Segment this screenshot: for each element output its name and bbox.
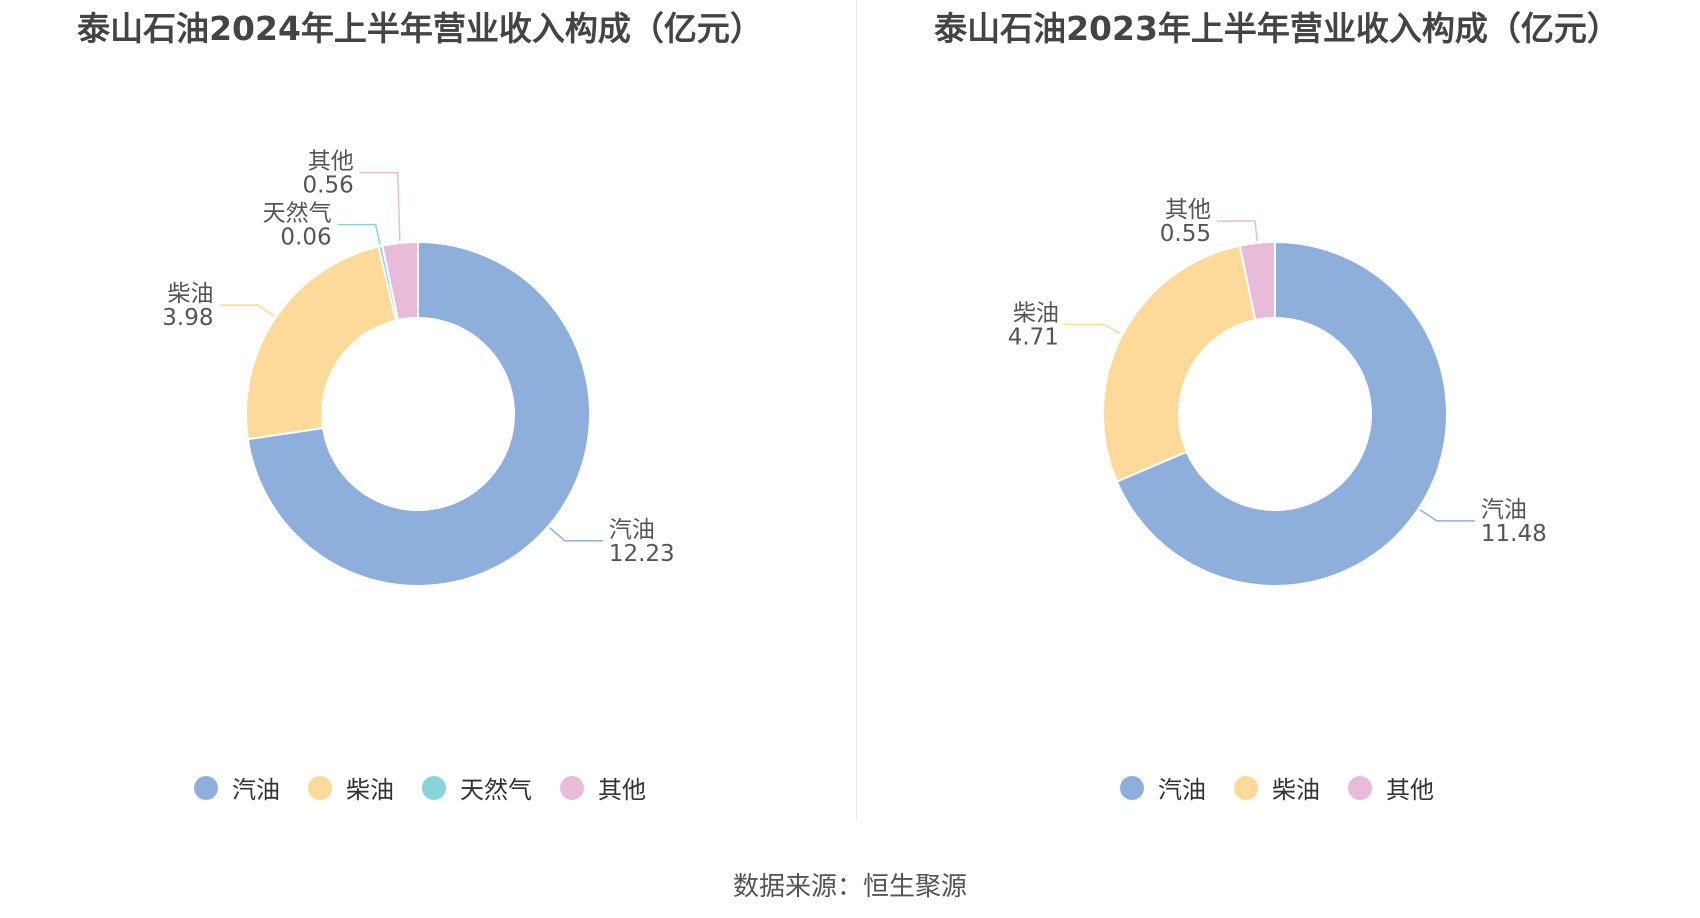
- slice-label-柴油: 柴油: [1013, 300, 1059, 326]
- chart-panel-2023: 泰山石油2023年上半年营业收入构成（亿元） 汽油 11.48 柴油 4.71 其他 0.…: [857, 0, 1700, 820]
- chart-title-2024: 泰山石油2024年上半年营业收入构成（亿元）: [77, 9, 763, 48]
- legend-item-其他[interactable]: 其他: [560, 770, 646, 805]
- slice-value-汽油: 12.23: [609, 541, 675, 567]
- slice-value-其他: 0.55: [1160, 221, 1211, 247]
- legend-label: 天然气: [460, 776, 532, 804]
- leader-line-汽油: [549, 527, 603, 542]
- slice-其他[interactable]: [1238, 240, 1276, 322]
- legend-swatch: [1120, 775, 1144, 800]
- legend-label: 汽油: [232, 776, 280, 804]
- legend-swatch: [1348, 775, 1372, 800]
- leader-line-其他: [359, 171, 401, 241]
- leader-line-天然气: [337, 223, 381, 245]
- leader-line-汽油: [1419, 509, 1475, 522]
- legend-label: 其他: [598, 776, 646, 804]
- leader-line-其他: [1217, 220, 1258, 242]
- slice-柴油[interactable]: [1102, 244, 1257, 483]
- slice-label-汽油: 汽油: [609, 517, 655, 543]
- slice-汽油[interactable]: [1115, 240, 1448, 587]
- slice-label-其他: 其他: [308, 149, 354, 175]
- legend-item-柴油[interactable]: 柴油: [308, 770, 394, 805]
- slice-label-其他: 其他: [1165, 197, 1211, 223]
- legend-swatch: [1234, 775, 1258, 800]
- chart-panel-2024: 泰山石油2024年上半年营业收入构成（亿元） 汽油 12.23 柴油 3.98 天然气 0…: [0, 0, 850, 820]
- leader-line-柴油: [219, 304, 275, 317]
- slice-value-其他: 0.56: [303, 173, 354, 199]
- legend-label: 汽油: [1158, 776, 1206, 804]
- slice-value-柴油: 3.98: [162, 305, 213, 331]
- slice-label-汽油: 汽油: [1481, 497, 1527, 523]
- legend-2023: 汽油 柴油 其他: [857, 770, 1697, 805]
- legend-item-汽油[interactable]: 汽油: [1120, 770, 1206, 805]
- legend-label: 柴油: [346, 776, 394, 804]
- legend-item-柴油[interactable]: 柴油: [1234, 770, 1320, 805]
- slice-label-天然气: 天然气: [263, 201, 332, 227]
- data-source: 数据来源：恒生聚源: [732, 872, 967, 902]
- legend-swatch: [422, 775, 446, 800]
- legend-swatch: [194, 775, 218, 800]
- slice-柴油[interactable]: [245, 245, 398, 441]
- slice-value-汽油: 11.48: [1481, 521, 1547, 547]
- legend-label: 其他: [1386, 776, 1434, 804]
- legend-item-汽油[interactable]: 汽油: [194, 770, 280, 805]
- panel-divider: [856, 0, 857, 820]
- slice-label-柴油: 柴油: [167, 281, 213, 307]
- legend-item-天然气[interactable]: 天然气: [422, 770, 532, 805]
- slice-value-柴油: 4.71: [1008, 324, 1059, 350]
- legend-swatch: [308, 775, 332, 800]
- slice-汽油[interactable]: [246, 240, 591, 587]
- slice-其他[interactable]: [381, 240, 419, 322]
- legend-item-其他[interactable]: 其他: [1348, 770, 1434, 805]
- slice-value-天然气: 0.06: [280, 225, 331, 251]
- legend-label: 柴油: [1272, 776, 1320, 804]
- leader-line-柴油: [1064, 323, 1122, 335]
- legend-swatch: [560, 775, 584, 800]
- chart-title-2023: 泰山石油2023年上半年营业收入构成（亿元）: [934, 9, 1620, 48]
- legend-2024: 汽油 柴油 天然气 其他: [0, 770, 840, 805]
